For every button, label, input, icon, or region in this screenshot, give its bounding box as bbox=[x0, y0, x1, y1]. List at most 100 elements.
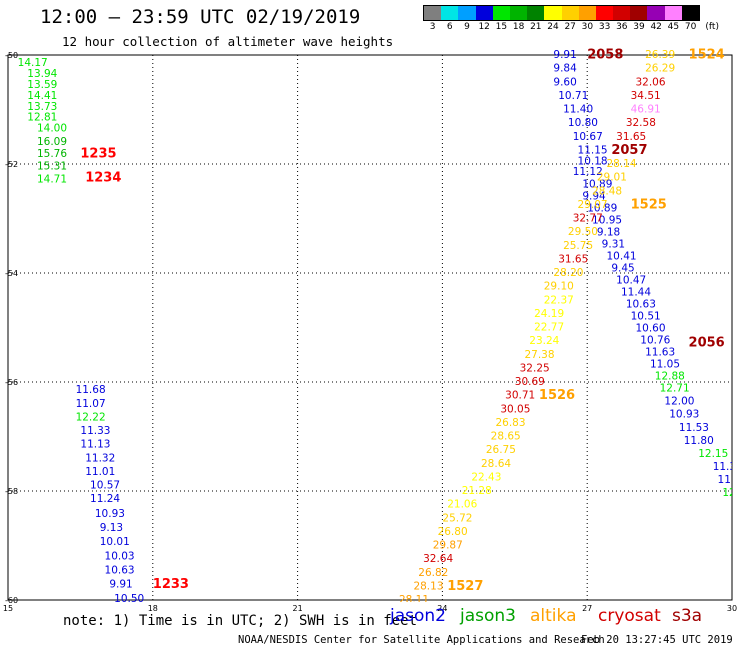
wave-height-value: 13.73 bbox=[27, 101, 57, 113]
wave-height-value: 14.41 bbox=[27, 90, 57, 102]
wave-height-value: 10.51 bbox=[631, 311, 661, 323]
pass-time-label: 2057 bbox=[611, 143, 647, 158]
wave-height-value: 10.93 bbox=[95, 508, 125, 520]
wave-height-value: 10.50 bbox=[114, 593, 144, 605]
wave-height-value: 32.25 bbox=[520, 362, 550, 374]
y-tick-label: -50 bbox=[5, 51, 18, 60]
wave-height-value: 29.50 bbox=[568, 226, 598, 238]
wave-height-value: 10.01 bbox=[100, 536, 130, 548]
wave-height-value: 23.24 bbox=[529, 335, 559, 347]
wave-height-value: 11.53 bbox=[679, 422, 709, 434]
legend-label-21: 21 bbox=[530, 22, 542, 32]
wave-height-value: 27.38 bbox=[524, 349, 554, 361]
wave-height-value: 10.41 bbox=[607, 251, 637, 263]
legend-label-9: 9 bbox=[464, 22, 470, 32]
wave-height-value: 11.15 bbox=[578, 144, 608, 156]
wave-height-value: 9.94 bbox=[582, 191, 606, 203]
wave-height-value: 10.93 bbox=[669, 409, 699, 421]
map-title: 12:00 — 23:59 UTC 02/19/2019 bbox=[40, 6, 361, 28]
legend-label-24: 24 bbox=[547, 22, 559, 32]
wave-height-value: 25.72 bbox=[442, 512, 472, 524]
pass-time-label: 1234 bbox=[85, 171, 121, 186]
legend-label-12: 12 bbox=[478, 22, 490, 32]
wave-height-value: 29.01 bbox=[597, 172, 627, 184]
wave-height-value: 10.03 bbox=[105, 550, 135, 562]
pass-time-label: 1526 bbox=[539, 388, 575, 403]
wave-height-value: 10.95 bbox=[592, 215, 622, 227]
wave-height-value: 29.87 bbox=[433, 540, 463, 552]
legend-swatch-15 bbox=[492, 6, 510, 20]
wave-height-value: 26.39 bbox=[645, 49, 675, 61]
wave-height-value: 11.40 bbox=[563, 104, 593, 116]
wave-height-value: 11.44 bbox=[621, 287, 651, 299]
legend-swatches bbox=[423, 5, 700, 21]
wave-height-value: 12.81 bbox=[27, 112, 57, 124]
satellite-jason2: jason2 bbox=[390, 606, 446, 626]
wave-height-value: 29.07 bbox=[578, 199, 608, 211]
legend-swatch-45 bbox=[664, 6, 682, 20]
legend-swatch-21 bbox=[527, 6, 545, 20]
wave-height-value: 25.75 bbox=[563, 240, 593, 252]
legend-label-45: 45 bbox=[667, 22, 680, 32]
wave-height-value: 12.15 bbox=[698, 448, 728, 460]
wave-height-value: 29.10 bbox=[544, 281, 574, 293]
wave-height-value: 28.48 bbox=[592, 185, 622, 197]
legend-unit: (ft) bbox=[705, 22, 719, 32]
legend-label-42: 42 bbox=[650, 22, 662, 32]
wave-height-value: 26.29 bbox=[645, 63, 675, 75]
wave-height-value: 12.53 bbox=[722, 487, 740, 499]
legend-swatch-12 bbox=[475, 6, 493, 20]
wave-height-value: 9.91 bbox=[553, 49, 576, 61]
wave-height-value: 26.83 bbox=[495, 417, 525, 429]
legend-swatch-18 bbox=[509, 6, 528, 20]
wave-height-value: 32.06 bbox=[635, 76, 665, 88]
x-tick-label: 24 bbox=[437, 604, 447, 613]
wave-height-value: 11.68 bbox=[76, 384, 106, 396]
wave-height-value: 32.77 bbox=[573, 213, 603, 225]
wave-height-value: 10.89 bbox=[582, 179, 612, 191]
legend-label-3: 3 bbox=[429, 22, 436, 32]
wave-height-value: 22.43 bbox=[471, 471, 501, 483]
wave-height-value: 32.64 bbox=[423, 553, 453, 565]
map-subtitle: 12 hour collection of altimeter wave hei… bbox=[62, 34, 394, 49]
y-tick-label: -56 bbox=[5, 378, 18, 387]
wave-height-value: 14.17 bbox=[18, 57, 48, 69]
wave-height-value: 11.34 bbox=[713, 461, 740, 473]
legend-labels: 3 6 9 12 15 18 21 24 27 30 33 36 39 42 45 70 (ft) bbox=[423, 21, 719, 33]
pass-time-label: 1527 bbox=[447, 579, 483, 594]
legend-swatch-42 bbox=[647, 6, 665, 20]
pass-time-label: 1524 bbox=[689, 48, 725, 63]
wave-height-value: 21.28 bbox=[462, 485, 492, 497]
x-tick-label: 21 bbox=[293, 604, 303, 613]
wave-height-value: 10.63 bbox=[626, 299, 656, 311]
legend-label-33: 33 bbox=[598, 22, 611, 32]
pass-time-label: 1233 bbox=[153, 577, 189, 592]
satellite-altika: altika bbox=[530, 606, 577, 626]
wave-height-value: 12.22 bbox=[76, 411, 106, 423]
x-tick-label: 27 bbox=[582, 604, 592, 613]
wave-height-value: 11.01 bbox=[85, 466, 115, 478]
wave-height-value: 30.69 bbox=[515, 376, 545, 388]
satellite-jason3: jason3 bbox=[460, 606, 516, 626]
wave-height-value: 10.71 bbox=[558, 90, 588, 102]
wave-height-value: 26.75 bbox=[486, 444, 516, 456]
wave-height-value: 10.80 bbox=[568, 117, 598, 129]
wave-height-value: 30.71 bbox=[505, 390, 535, 402]
wave-height-value: 10.76 bbox=[640, 335, 670, 347]
wave-height-value: 9.45 bbox=[611, 263, 634, 275]
wave-height-value: 12.88 bbox=[655, 371, 685, 383]
legend-swatch-33 bbox=[595, 6, 614, 20]
pass-time-label: 1235 bbox=[80, 147, 116, 162]
footer-timestamp: Feb 20 13:27:45 UTC 2019 bbox=[581, 634, 733, 646]
wave-height-value: 28.14 bbox=[607, 158, 637, 170]
wave-height-value: 34.51 bbox=[631, 90, 661, 102]
wave-height-value: 10.60 bbox=[635, 323, 665, 335]
pass-time-label: 2058 bbox=[587, 48, 623, 63]
satellite-s3a: s3a bbox=[672, 606, 703, 626]
y-tick-label: -52 bbox=[5, 160, 18, 169]
legend-label-18: 18 bbox=[512, 22, 525, 32]
wave-height-value: 24.19 bbox=[534, 308, 564, 320]
legend-label-6: 6 bbox=[446, 22, 453, 32]
